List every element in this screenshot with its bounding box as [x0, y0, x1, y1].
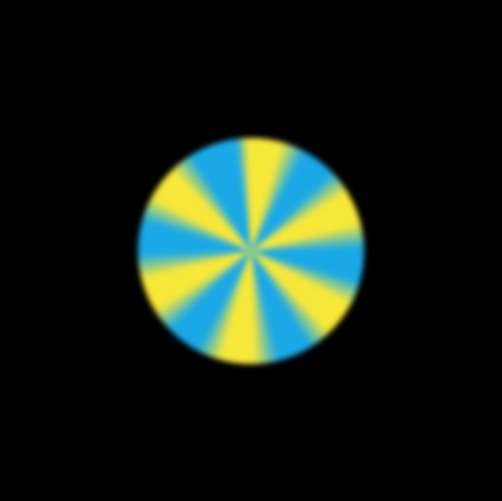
pinwheel-disc — [138, 138, 364, 364]
